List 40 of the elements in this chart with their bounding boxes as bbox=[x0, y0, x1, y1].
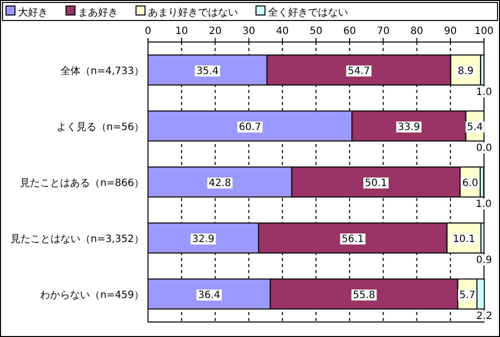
data-label: 36.4 bbox=[198, 290, 220, 301]
data-label: 2.2 bbox=[476, 311, 492, 322]
data-label: 8.9 bbox=[458, 66, 474, 77]
data-label: 56.1 bbox=[342, 234, 364, 245]
x-tick-label: 40 bbox=[276, 26, 289, 37]
data-label: 5.7 bbox=[459, 290, 476, 301]
data-label: 55.8 bbox=[352, 290, 376, 301]
x-tick-label: 50 bbox=[310, 26, 322, 37]
data-label: 35.4 bbox=[196, 66, 219, 77]
data-label: 50.1 bbox=[364, 178, 388, 189]
legend-label: あまり好きではない bbox=[148, 8, 238, 18]
x-tick-label: 90 bbox=[444, 26, 457, 37]
data-label: 54.7 bbox=[348, 66, 370, 77]
legend-label: 全く好きではない bbox=[268, 6, 348, 18]
x-tick-label: 0 bbox=[144, 26, 152, 37]
data-label: 32.9 bbox=[192, 234, 214, 245]
x-tick-label: 20 bbox=[208, 26, 222, 37]
x-tick-label: 10 bbox=[175, 26, 188, 37]
data-label: 1.0 bbox=[476, 87, 492, 98]
data-label: 6.0 bbox=[462, 178, 478, 189]
x-tick-label: 30 bbox=[242, 26, 256, 37]
data-label: 5.4 bbox=[466, 122, 483, 133]
y-tick-label: 全体（n=4,733） bbox=[60, 65, 144, 77]
data-label: 0.0 bbox=[476, 143, 492, 154]
y-tick-label: 見たことはない（n=3,352） bbox=[10, 234, 144, 245]
y-tick-label: わからない（n=459） bbox=[40, 290, 144, 301]
data-label: 0.9 bbox=[476, 255, 492, 266]
data-label: 42.8 bbox=[208, 178, 232, 189]
x-tick-label: 100 bbox=[474, 26, 494, 37]
legend-label: 大好き bbox=[18, 6, 48, 18]
x-tick-label: 70 bbox=[376, 26, 390, 37]
data-label: 1.0 bbox=[476, 199, 492, 210]
data-label: 33.9 bbox=[398, 122, 420, 133]
y-tick-label: よく見る（n=56） bbox=[56, 122, 144, 133]
y-tick-label: 見たことはある（n=866） bbox=[20, 178, 144, 189]
x-tick-label: 60 bbox=[343, 26, 356, 37]
x-tick-label: 80 bbox=[410, 26, 424, 37]
legend-label: まあ好き bbox=[78, 8, 118, 18]
data-label: 60.7 bbox=[238, 122, 262, 133]
data-label: 10.1 bbox=[452, 234, 476, 245]
